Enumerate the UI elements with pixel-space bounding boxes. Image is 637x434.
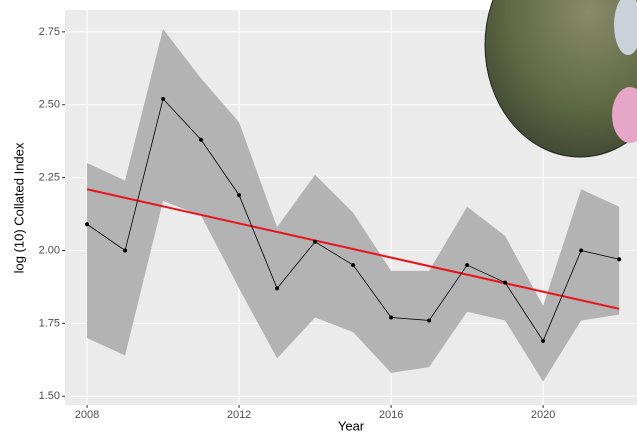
y-tick-label: 1.50	[39, 390, 60, 402]
x-tick-label: 2020	[531, 409, 555, 421]
point	[351, 263, 356, 268]
point	[541, 338, 546, 343]
point	[275, 286, 280, 291]
y-tick-label: 2.25	[39, 172, 60, 184]
point	[237, 193, 242, 198]
point	[503, 280, 508, 285]
photo-inset	[484, 0, 637, 158]
photo	[484, 0, 637, 158]
point	[427, 318, 432, 323]
x-tick-label: 2008	[75, 409, 99, 421]
confidence-band	[87, 28, 620, 382]
point	[123, 248, 128, 253]
flower	[612, 87, 637, 143]
y-axis-title: log (10) Collated Index	[11, 142, 26, 273]
point	[617, 257, 622, 262]
y-tick-label: 1.75	[39, 317, 60, 329]
x-tick-label: 2012	[227, 409, 251, 421]
plot-area	[85, 28, 622, 382]
butterfly-wing	[614, 0, 637, 55]
point	[579, 248, 584, 253]
trend-line	[86, 188, 620, 310]
point	[199, 137, 204, 142]
x-tick-label: 2016	[379, 409, 403, 421]
y-tick-label: 2.75	[39, 26, 60, 38]
point	[313, 239, 318, 244]
axes: 1.50 1.75 2.00 2.25 2.50 2.75 2008 2012 2016 2020	[39, 26, 556, 421]
point	[389, 315, 394, 320]
x-axis-title: Year	[338, 418, 365, 433]
y-tick-label: 2.00	[39, 244, 60, 256]
point	[161, 96, 166, 101]
point	[85, 222, 90, 227]
y-tick-label: 2.50	[39, 99, 60, 111]
point	[465, 263, 470, 268]
